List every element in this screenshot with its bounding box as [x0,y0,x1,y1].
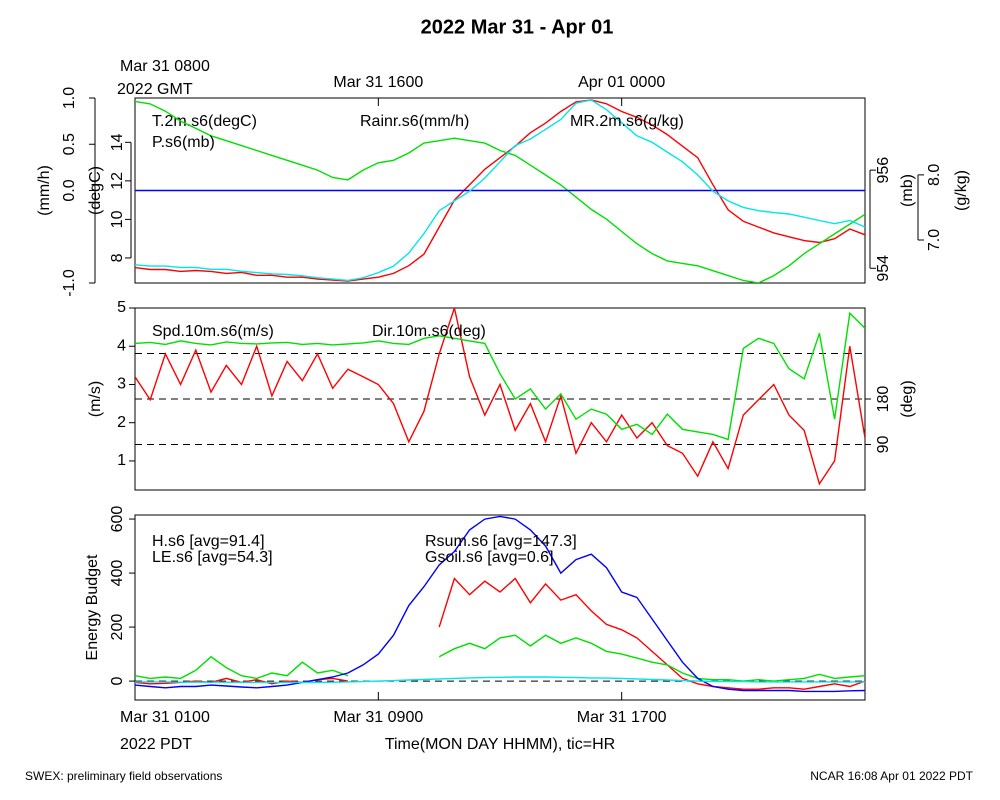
series-line [135,515,865,693]
y-tick-label: 10 [109,210,126,228]
x-axis-title: Time(MON DAY HHMM), tic=HR [385,736,615,753]
series-line [135,311,865,441]
y-tick-label: 5 [117,299,126,316]
axis-title: (mb) [899,174,916,207]
legend-entry: P.s6(mb) [152,134,215,151]
legend-entry: MR.2m.s6(g/kg) [570,113,684,130]
x-tick-label: Mar 31 0800 [120,58,210,75]
y-tick-label: 180 [875,386,892,413]
legend-entry: H.s6 [avg=91.4] [152,533,265,550]
legend-entry: Spd.10m.s6(m/s) [152,323,274,340]
series-line [135,100,865,283]
y-tick-label: 2 [117,414,126,431]
y-tick-label: 600 [109,506,126,533]
footer-left: SWEX: preliminary field observations [25,769,222,783]
footer-right: NCAR 16:08 Apr 01 2022 PDT [810,769,973,783]
y-tick-label: 0.0 [61,179,78,201]
series-line [135,308,865,486]
y-tick-label: 7.0 [926,229,943,251]
chart-title: 2022 Mar 31 - Apr 01 [421,16,614,38]
y-tick-label: 90 [875,436,892,454]
y-tick-label: 954 [875,255,892,282]
x-sublabel: 2022 GMT [117,81,193,98]
x-tick-label: Mar 31 0100 [120,709,210,726]
x-sublabel: 2022 PDT [120,736,192,753]
axis-title: (deg) [899,380,916,417]
y-tick-label: -1.0 [61,269,78,297]
y-tick-label: 3 [117,376,126,393]
y-tick-label: 200 [109,614,126,641]
legend-entry: Gsoil.s6 [avg=0.6] [425,549,554,566]
axis-title: (g/kg) [953,170,970,211]
axis-title: (m/s) [87,381,104,417]
legend-entry: Dir.10m.s6(deg) [372,323,486,340]
x-tick-label: Mar 31 1600 [333,74,423,91]
y-tick-label: 0 [109,677,126,686]
y-tick-label: 1.0 [61,87,78,109]
axis-title: (degC) [87,166,104,215]
x-tick-label: Apr 01 0000 [578,74,665,91]
axis-title: (mm/h) [36,165,53,216]
legend-entry: T.2m.s6(degC) [152,113,257,130]
legend-entry: Rainr.s6(mm/h) [360,113,469,130]
y-tick-label: 400 [109,560,126,587]
y-tick-label: 8.0 [926,164,943,186]
y-tick-label: 4 [117,337,126,354]
axis-title: Energy Budget [84,554,101,660]
legend-entry: Rsum.s6 [avg=147.3] [425,533,577,550]
x-tick-label: Mar 31 1700 [577,709,667,726]
y-tick-label: 12 [109,172,126,190]
series-line [135,99,865,282]
y-tick-label: 8 [109,253,126,262]
legend-entry: LE.s6 [avg=54.3] [152,549,273,566]
series-line [135,99,865,282]
series-line [135,634,865,682]
series-line [135,676,865,684]
y-tick-label: 0.5 [61,133,78,155]
x-tick-label: Mar 31 0900 [333,709,423,726]
y-tick-label: 956 [875,157,892,184]
series-line [135,577,865,690]
y-tick-label: 14 [109,133,126,151]
y-tick-label: 1 [117,452,126,469]
